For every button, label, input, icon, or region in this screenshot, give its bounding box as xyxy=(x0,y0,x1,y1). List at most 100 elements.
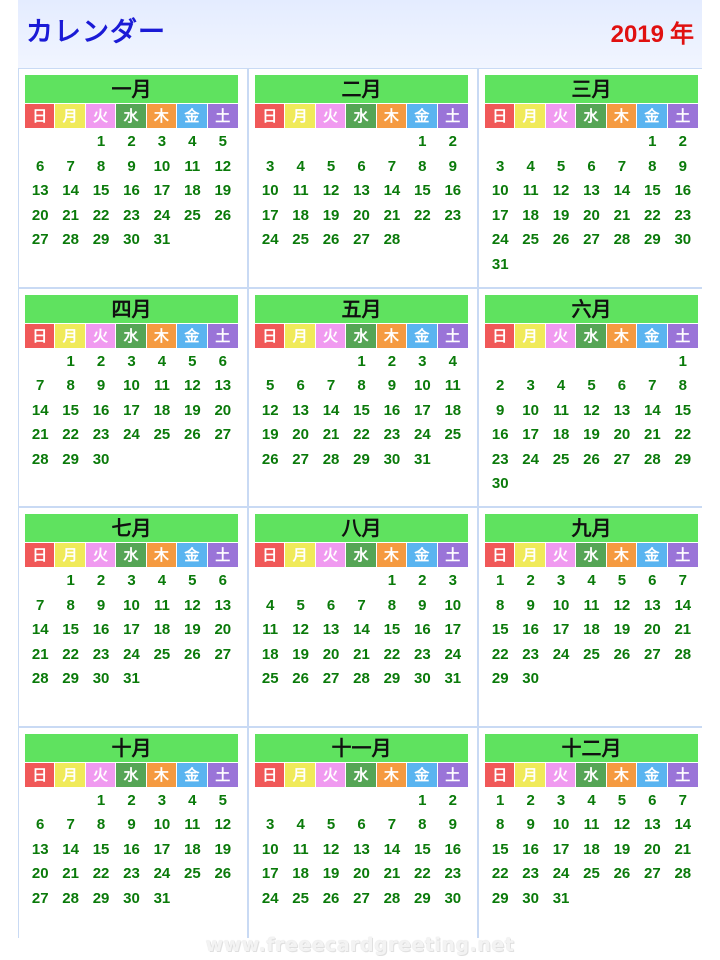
day-cell[interactable]: 2 xyxy=(448,791,457,809)
day-cell[interactable]: 21 xyxy=(62,206,79,224)
day-cell[interactable]: 14 xyxy=(674,816,692,833)
day-cell[interactable]: 27 xyxy=(322,670,340,687)
day-cell[interactable]: 7 xyxy=(678,572,687,589)
day-cell[interactable]: 14 xyxy=(644,401,661,419)
day-cell[interactable]: 20 xyxy=(583,206,600,224)
day-cell[interactable]: 13 xyxy=(31,182,49,199)
day-cell[interactable]: 28 xyxy=(31,670,49,687)
day-cell[interactable]: 30 xyxy=(383,450,401,468)
day-cell[interactable]: 7 xyxy=(387,816,397,833)
day-cell[interactable]: 26 xyxy=(613,645,631,663)
day-cell[interactable]: 3 xyxy=(556,572,566,589)
day-cell[interactable]: 24 xyxy=(444,645,462,663)
day-cell[interactable]: 20 xyxy=(613,426,631,443)
day-cell[interactable]: 16 xyxy=(522,621,539,638)
day-cell[interactable]: 29 xyxy=(383,670,401,687)
day-cell[interactable]: 17 xyxy=(261,865,279,882)
day-cell[interactable]: 19 xyxy=(613,621,631,638)
day-cell[interactable]: 5 xyxy=(266,377,275,394)
day-cell[interactable]: 10 xyxy=(123,377,140,394)
day-cell[interactable]: 12 xyxy=(184,377,201,394)
day-cell[interactable]: 1 xyxy=(678,352,687,370)
day-cell[interactable]: 8 xyxy=(648,157,657,175)
day-cell[interactable]: 18 xyxy=(583,621,600,638)
day-cell[interactable]: 15 xyxy=(414,182,431,199)
day-cell[interactable]: 20 xyxy=(214,621,232,638)
day-cell[interactable]: 12 xyxy=(214,157,232,175)
day-cell[interactable]: 4 xyxy=(266,596,275,614)
day-cell[interactable]: 14 xyxy=(383,840,401,858)
day-cell[interactable]: 25 xyxy=(261,670,279,687)
day-cell[interactable]: 19 xyxy=(613,840,631,858)
day-cell[interactable]: 15 xyxy=(491,621,509,638)
day-cell[interactable]: 7 xyxy=(36,596,45,614)
day-cell[interactable]: 30 xyxy=(522,670,539,687)
day-cell[interactable]: 17 xyxy=(153,840,171,858)
day-cell[interactable]: 10 xyxy=(153,816,171,833)
day-cell[interactable]: 9 xyxy=(496,401,505,419)
day-cell[interactable]: 16 xyxy=(522,840,539,858)
day-cell[interactable]: 28 xyxy=(62,889,79,907)
day-cell[interactable]: 18 xyxy=(153,401,171,419)
day-cell[interactable]: 1 xyxy=(387,572,397,589)
day-cell[interactable]: 21 xyxy=(353,645,370,663)
day-cell[interactable]: 20 xyxy=(644,840,661,858)
day-cell[interactable]: 8 xyxy=(496,596,505,614)
day-cell[interactable]: 9 xyxy=(127,157,136,175)
day-cell[interactable]: 7 xyxy=(66,816,75,833)
day-cell[interactable]: 1 xyxy=(96,133,106,150)
day-cell[interactable]: 28 xyxy=(31,450,49,468)
day-cell[interactable]: 7 xyxy=(36,377,45,394)
day-cell[interactable]: 24 xyxy=(123,426,140,443)
day-cell[interactable]: 31 xyxy=(123,670,140,687)
day-cell[interactable]: 10 xyxy=(552,816,570,833)
day-cell[interactable]: 29 xyxy=(92,889,110,907)
day-cell[interactable]: 20 xyxy=(292,426,309,443)
day-cell[interactable]: 3 xyxy=(266,157,275,175)
day-cell[interactable]: 25 xyxy=(292,231,309,248)
day-cell[interactable]: 27 xyxy=(353,231,370,248)
day-cell[interactable]: 1 xyxy=(357,352,366,370)
day-cell[interactable]: 9 xyxy=(96,377,106,394)
day-cell[interactable]: 3 xyxy=(127,352,136,370)
day-cell[interactable]: 31 xyxy=(491,255,509,273)
day-cell[interactable]: 18 xyxy=(583,840,600,858)
day-cell[interactable]: 1 xyxy=(496,572,505,589)
day-cell[interactable]: 4 xyxy=(587,572,596,589)
day-cell[interactable]: 28 xyxy=(674,865,692,882)
day-cell[interactable]: 8 xyxy=(66,596,75,614)
day-cell[interactable]: 25 xyxy=(292,889,309,907)
day-cell[interactable]: 9 xyxy=(678,157,687,175)
day-cell[interactable]: 3 xyxy=(418,352,427,370)
day-cell[interactable]: 21 xyxy=(613,206,631,224)
day-cell[interactable]: 8 xyxy=(387,596,397,614)
day-cell[interactable]: 29 xyxy=(92,231,110,248)
day-cell[interactable]: 22 xyxy=(92,206,110,224)
day-cell[interactable]: 13 xyxy=(613,401,631,419)
day-cell[interactable]: 8 xyxy=(678,377,687,394)
day-cell[interactable]: 6 xyxy=(357,157,366,175)
day-cell[interactable]: 6 xyxy=(36,816,45,833)
day-cell[interactable]: 2 xyxy=(448,133,457,150)
day-cell[interactable]: 9 xyxy=(418,596,427,614)
day-cell[interactable]: 15 xyxy=(62,621,79,638)
day-cell[interactable]: 16 xyxy=(444,840,462,858)
day-cell[interactable]: 26 xyxy=(583,450,600,468)
day-cell[interactable]: 22 xyxy=(491,865,509,882)
day-cell[interactable]: 7 xyxy=(387,157,397,175)
day-cell[interactable]: 12 xyxy=(292,621,309,638)
day-cell[interactable]: 10 xyxy=(123,596,140,614)
day-cell[interactable]: 8 xyxy=(66,377,75,394)
day-cell[interactable]: 24 xyxy=(261,889,279,907)
day-cell[interactable]: 2 xyxy=(96,572,106,589)
day-cell[interactable]: 8 xyxy=(96,157,106,175)
day-cell[interactable]: 27 xyxy=(214,645,232,663)
day-cell[interactable]: 26 xyxy=(552,231,570,248)
day-cell[interactable]: 4 xyxy=(448,352,457,370)
day-cell[interactable]: 23 xyxy=(444,206,462,224)
day-cell[interactable]: 26 xyxy=(184,426,201,443)
day-cell[interactable]: 13 xyxy=(644,816,661,833)
day-cell[interactable]: 11 xyxy=(184,816,201,833)
day-cell[interactable]: 24 xyxy=(261,231,279,248)
day-cell[interactable]: 22 xyxy=(491,645,509,663)
